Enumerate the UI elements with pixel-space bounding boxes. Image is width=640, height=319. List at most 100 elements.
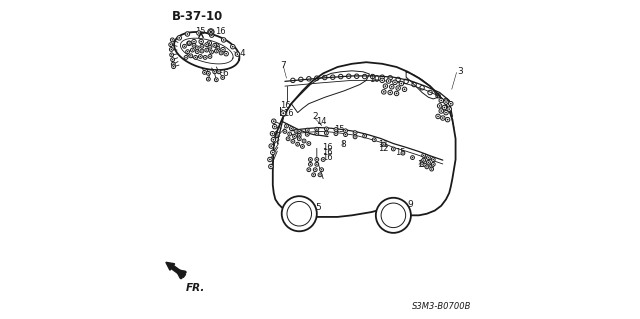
Circle shape [437, 115, 439, 117]
Text: 2: 2 [312, 112, 317, 121]
Circle shape [220, 52, 222, 54]
Circle shape [237, 53, 238, 55]
Circle shape [273, 124, 277, 129]
Circle shape [310, 159, 311, 160]
Circle shape [207, 71, 211, 75]
Circle shape [390, 85, 394, 89]
Circle shape [401, 151, 405, 155]
Circle shape [319, 174, 321, 175]
Circle shape [380, 78, 385, 83]
Circle shape [196, 47, 198, 48]
Circle shape [218, 71, 220, 72]
Circle shape [207, 73, 209, 74]
Circle shape [335, 133, 337, 134]
Circle shape [334, 132, 338, 136]
Circle shape [209, 33, 214, 37]
Circle shape [196, 31, 201, 35]
Circle shape [316, 129, 317, 130]
Circle shape [170, 53, 173, 57]
Circle shape [433, 164, 434, 165]
Circle shape [213, 70, 217, 74]
Circle shape [283, 130, 287, 133]
Circle shape [326, 132, 327, 134]
Text: 16: 16 [321, 148, 332, 157]
Text: 16: 16 [215, 27, 225, 36]
Circle shape [270, 166, 272, 167]
Circle shape [188, 41, 191, 45]
Circle shape [449, 101, 453, 106]
Circle shape [315, 162, 319, 166]
Circle shape [326, 128, 327, 130]
Circle shape [195, 57, 196, 58]
FancyArrow shape [166, 262, 186, 278]
Circle shape [381, 203, 406, 228]
Circle shape [303, 140, 305, 142]
Circle shape [172, 39, 173, 41]
Circle shape [308, 162, 312, 166]
Circle shape [392, 147, 396, 151]
Circle shape [213, 43, 217, 47]
Circle shape [449, 108, 450, 110]
Circle shape [307, 168, 311, 172]
Circle shape [201, 50, 203, 52]
Circle shape [206, 44, 207, 45]
Circle shape [391, 86, 392, 88]
Text: 5: 5 [316, 203, 321, 212]
Circle shape [173, 66, 174, 67]
Circle shape [315, 131, 319, 135]
Circle shape [269, 159, 271, 160]
Circle shape [289, 127, 293, 130]
Circle shape [431, 168, 433, 170]
Circle shape [208, 45, 212, 49]
Circle shape [426, 166, 428, 167]
Circle shape [440, 100, 442, 101]
Circle shape [305, 128, 309, 132]
Circle shape [355, 136, 356, 137]
Circle shape [184, 56, 188, 59]
Circle shape [323, 159, 324, 160]
Circle shape [422, 153, 426, 157]
Circle shape [198, 55, 202, 58]
Text: 12: 12 [378, 145, 388, 153]
Circle shape [215, 44, 220, 48]
Circle shape [287, 138, 289, 139]
Circle shape [428, 157, 429, 158]
Text: 16: 16 [284, 109, 294, 118]
Circle shape [171, 49, 172, 50]
Circle shape [216, 79, 217, 80]
Circle shape [310, 164, 311, 165]
Circle shape [200, 41, 202, 42]
Circle shape [401, 83, 402, 85]
Circle shape [196, 51, 198, 52]
Text: 15: 15 [395, 148, 406, 157]
Circle shape [271, 133, 273, 135]
Circle shape [222, 49, 224, 50]
Circle shape [396, 93, 397, 94]
Circle shape [324, 127, 328, 131]
Circle shape [193, 41, 195, 42]
Circle shape [389, 92, 391, 93]
Circle shape [431, 158, 435, 161]
Circle shape [298, 135, 300, 136]
Circle shape [440, 116, 445, 120]
Circle shape [307, 142, 311, 145]
Circle shape [412, 157, 413, 158]
Circle shape [314, 168, 317, 172]
Circle shape [423, 160, 424, 161]
Circle shape [298, 134, 301, 137]
Circle shape [214, 45, 216, 46]
Circle shape [189, 54, 193, 58]
Circle shape [442, 105, 447, 110]
Circle shape [281, 111, 286, 116]
Circle shape [269, 164, 273, 169]
Circle shape [200, 56, 201, 57]
Circle shape [305, 132, 309, 136]
Text: 6: 6 [223, 69, 228, 78]
Circle shape [209, 47, 211, 48]
Circle shape [193, 45, 195, 46]
Circle shape [376, 198, 411, 233]
Circle shape [383, 91, 385, 93]
Circle shape [335, 129, 337, 130]
Circle shape [210, 31, 212, 33]
Circle shape [289, 133, 291, 135]
